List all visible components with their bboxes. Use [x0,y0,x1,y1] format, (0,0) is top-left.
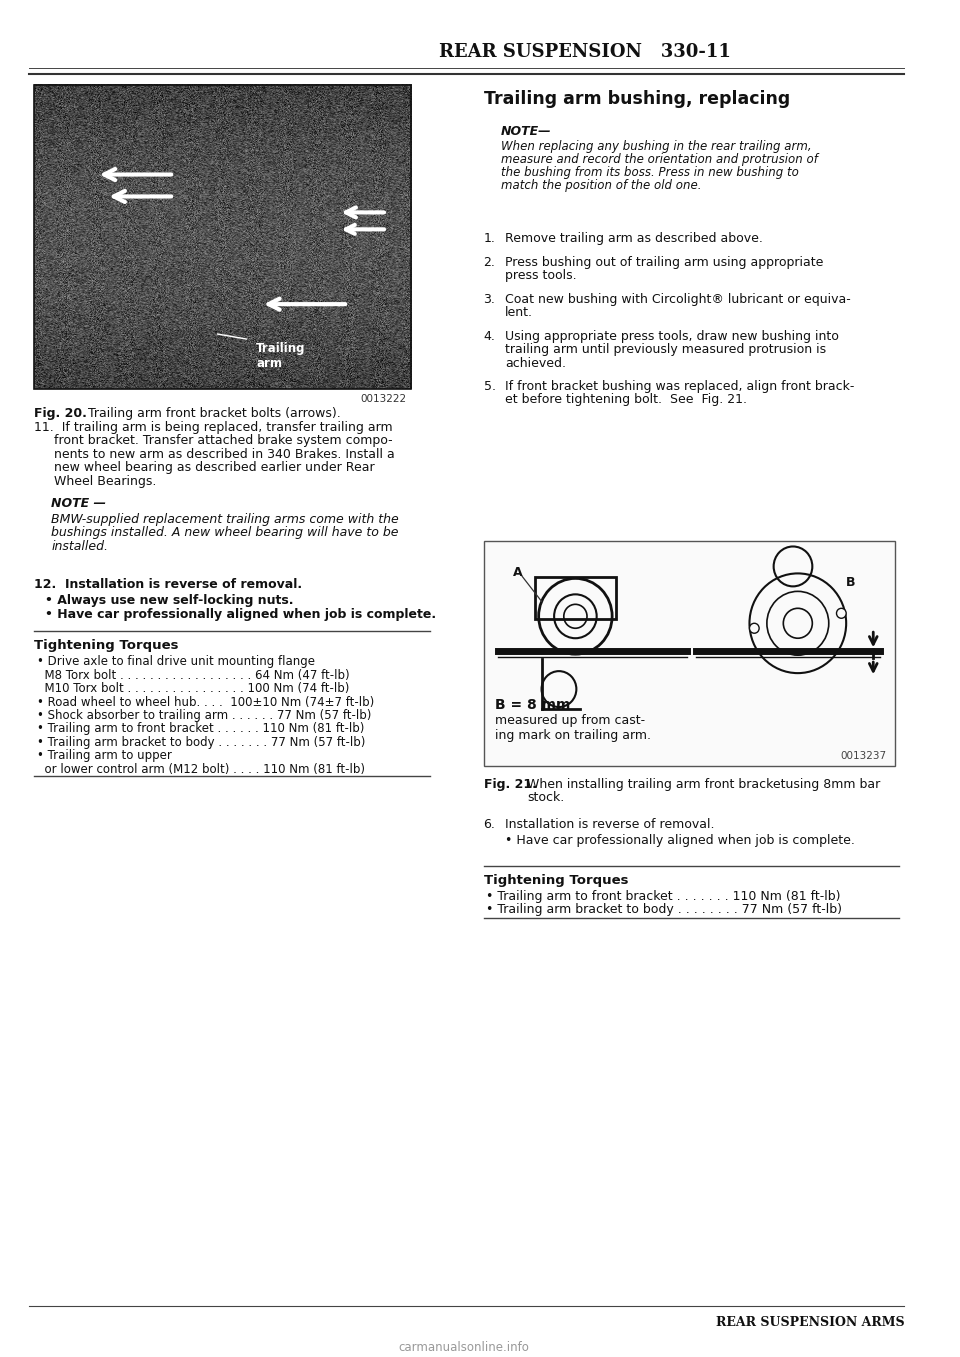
Text: Tightening Torques: Tightening Torques [484,874,628,886]
Text: • Trailing arm to front bracket . . . . . . . 110 Nm (81 ft-lb): • Trailing arm to front bracket . . . . … [487,890,841,902]
Text: match the position of the old one.: match the position of the old one. [501,179,702,191]
Text: NOTE —: NOTE — [51,497,107,510]
Text: Trailing arm bushing, replacing: Trailing arm bushing, replacing [484,90,790,107]
Text: • Road wheel to wheel hub. . . .  100±10 Nm (74±7 ft-lb): • Road wheel to wheel hub. . . . 100±10 … [36,696,374,708]
Text: Trailing
arm: Trailing arm [256,342,306,370]
Circle shape [750,623,759,634]
Text: achieved.: achieved. [505,357,565,369]
Text: 6.: 6. [484,818,495,830]
Text: BMW-supplied replacement trailing arms come with the: BMW-supplied replacement trailing arms c… [51,513,399,525]
Text: Using appropriate press tools, draw new bushing into: Using appropriate press tools, draw new … [505,330,839,342]
Circle shape [836,608,846,619]
Text: B = 8 mm: B = 8 mm [495,697,570,712]
Text: 12.  Installation is reverse of removal.: 12. Installation is reverse of removal. [34,578,302,592]
Text: installed.: installed. [51,540,108,552]
Text: • Trailing arm bracket to body . . . . . . . . 77 Nm (57 ft-lb): • Trailing arm bracket to body . . . . .… [487,902,843,916]
Text: • Drive axle to final drive unit mounting flange: • Drive axle to final drive unit mountin… [36,655,315,668]
Text: • Trailing arm bracket to body . . . . . . . 77 Nm (57 ft-lb): • Trailing arm bracket to body . . . . .… [36,735,365,749]
Text: 1.: 1. [484,232,495,246]
Text: M8 Torx bolt . . . . . . . . . . . . . . . . . . 64 Nm (47 ft-lb): M8 Torx bolt . . . . . . . . . . . . . .… [36,669,349,681]
Bar [535,577,616,619]
Text: Tightening Torques: Tightening Torques [34,639,179,653]
Bar [484,541,895,765]
Text: et before tightening bolt.  See  Fig. 21.: et before tightening bolt. See Fig. 21. [505,394,747,406]
Bar [34,84,411,389]
Text: When replacing any bushing in the rear trailing arm,: When replacing any bushing in the rear t… [501,140,811,152]
Text: Fig. 20.: Fig. 20. [34,407,86,419]
Text: Wheel Bearings.: Wheel Bearings. [34,475,156,487]
Text: 11.  If trailing arm is being replaced, transfer trailing arm: 11. If trailing arm is being replaced, t… [34,421,393,434]
Text: REAR SUSPENSION   330-11: REAR SUSPENSION 330-11 [439,43,731,61]
Text: carmanualsonline.info: carmanualsonline.info [398,1341,530,1354]
Text: front bracket. Transfer attached brake system compo-: front bracket. Transfer attached brake s… [34,434,393,448]
Text: measure and record the orientation and protrusion of: measure and record the orientation and p… [501,152,818,166]
Text: Fig. 21.: Fig. 21. [484,778,537,791]
Text: 3.: 3. [484,293,495,305]
Text: 2.: 2. [484,255,495,269]
Text: 0013222: 0013222 [360,394,406,404]
Text: NOTE—: NOTE— [501,125,552,137]
Text: Trailing arm front bracket bolts (arrows).: Trailing arm front bracket bolts (arrows… [84,407,341,419]
Text: A: A [513,566,522,579]
Text: 5.: 5. [484,380,495,394]
Text: nents to new arm as described in 340 Brakes. Install a: nents to new arm as described in 340 Bra… [34,448,395,461]
Text: • Trailing arm to upper: • Trailing arm to upper [36,749,172,763]
Text: Coat new bushing with Circolight® lubricant or equiva-: Coat new bushing with Circolight® lubric… [505,293,851,305]
Text: B: B [846,577,855,589]
Text: • Have car professionally aligned when job is complete.: • Have car professionally aligned when j… [505,833,854,847]
Text: M10 Torx bolt . . . . . . . . . . . . . . . . 100 Nm (74 ft-lb): M10 Torx bolt . . . . . . . . . . . . . … [36,683,349,695]
Text: lent.: lent. [505,307,533,319]
Text: • Trailing arm to front bracket . . . . . . 110 Nm (81 ft-lb): • Trailing arm to front bracket . . . . … [36,722,364,735]
Text: • Shock absorber to trailing arm . . . . . . 77 Nm (57 ft-lb): • Shock absorber to trailing arm . . . .… [36,708,372,722]
Text: Press bushing out of trailing arm using appropriate: Press bushing out of trailing arm using … [505,255,823,269]
Text: If front bracket bushing was replaced, align front brack-: If front bracket bushing was replaced, a… [505,380,854,394]
Text: stock.: stock. [527,791,564,803]
Text: REAR SUSPENSION ARMS: REAR SUSPENSION ARMS [715,1316,904,1330]
Text: or lower control arm (M12 bolt) . . . . 110 Nm (81 ft-lb): or lower control arm (M12 bolt) . . . . … [36,763,365,776]
Text: • Have car professionally aligned when job is complete.: • Have car professionally aligned when j… [45,608,437,622]
Text: Remove trailing arm as described above.: Remove trailing arm as described above. [505,232,762,246]
Text: When installing trailing arm front bracketusing 8mm bar: When installing trailing arm front brack… [527,778,880,791]
Text: the bushing from its boss. Press in new bushing to: the bushing from its boss. Press in new … [501,166,799,179]
Text: bushings installed. A new wheel bearing will have to be: bushings installed. A new wheel bearing … [51,527,398,539]
Text: press tools.: press tools. [505,269,576,282]
Text: measured up from cast-
ing mark on trailing arm.: measured up from cast- ing mark on trail… [495,714,651,742]
Text: Installation is reverse of removal.: Installation is reverse of removal. [505,818,714,830]
Text: 0013237: 0013237 [841,750,887,761]
Text: 4.: 4. [484,330,495,342]
Text: new wheel bearing as described earlier under Rear: new wheel bearing as described earlier u… [34,461,374,474]
Text: trailing arm until previously measured protrusion is: trailing arm until previously measured p… [505,343,826,356]
Text: • Always use new self-locking nuts.: • Always use new self-locking nuts. [45,594,294,608]
